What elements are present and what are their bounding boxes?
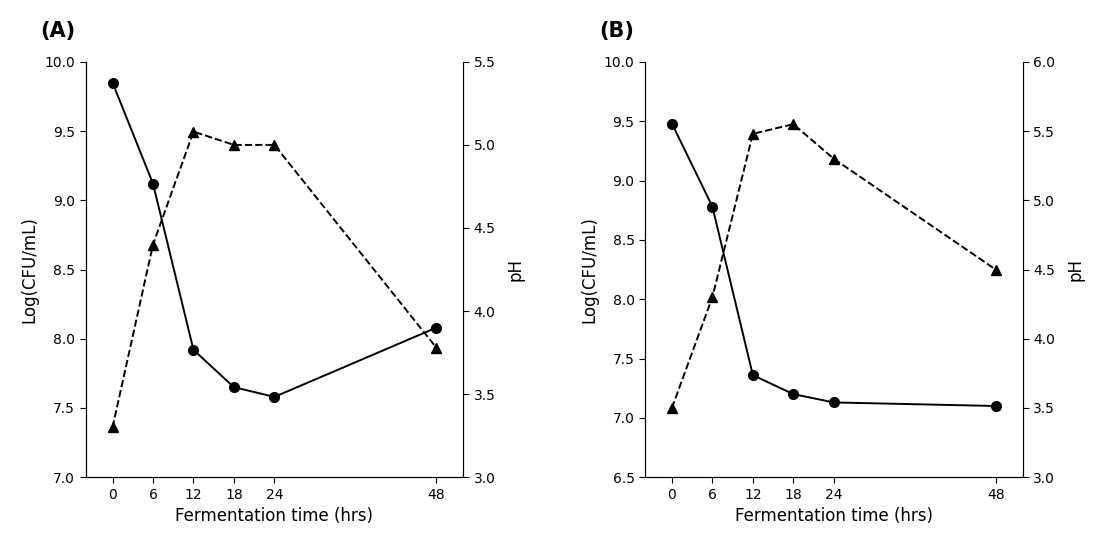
Y-axis label: pH: pH bbox=[507, 258, 525, 281]
Text: (A): (A) bbox=[40, 21, 75, 41]
Text: (B): (B) bbox=[600, 21, 634, 41]
Y-axis label: Log(CFU/mL): Log(CFU/mL) bbox=[580, 216, 598, 323]
Y-axis label: Log(CFU/mL): Log(CFU/mL) bbox=[21, 216, 39, 323]
X-axis label: Fermentation time (hrs): Fermentation time (hrs) bbox=[176, 507, 373, 525]
Y-axis label: pH: pH bbox=[1066, 258, 1084, 281]
X-axis label: Fermentation time (hrs): Fermentation time (hrs) bbox=[735, 507, 933, 525]
